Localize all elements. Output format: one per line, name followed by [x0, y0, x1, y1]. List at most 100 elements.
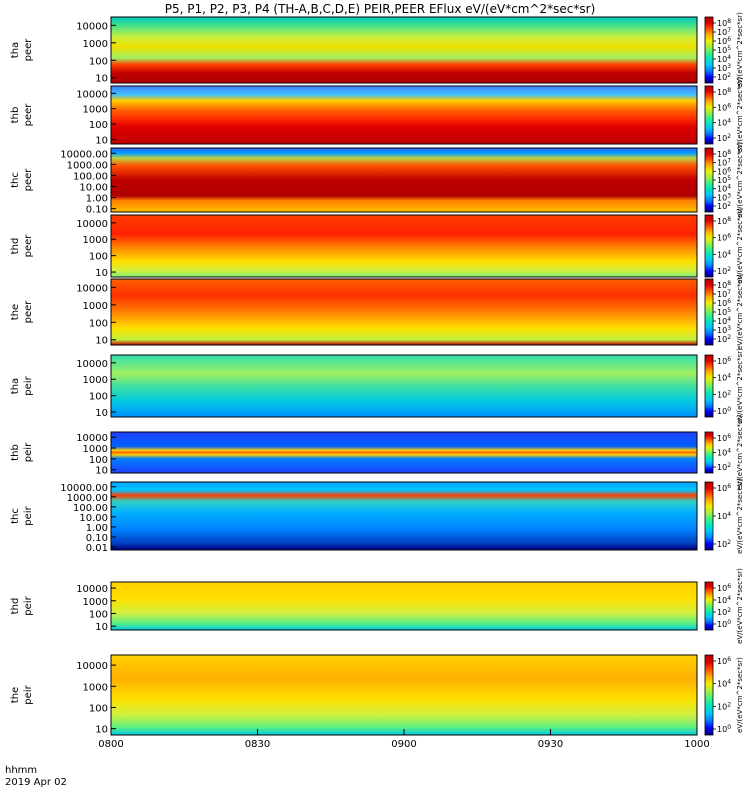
- y-axis-label-tha_peer: tha: [10, 42, 21, 58]
- y-axis-label-thd_peer: peer: [23, 234, 34, 258]
- colorbar-thc_peir: [704, 481, 714, 551]
- y-axis-label-thc_peer: thc: [10, 172, 21, 188]
- colorbar-tick-label-thc_peer: 104: [717, 184, 731, 194]
- y-axis-label-tha_peer: peer: [23, 38, 34, 62]
- colorbar-the_peer: [704, 278, 714, 346]
- y-tick-label-tha_peer: 1000: [83, 39, 108, 50]
- colorbar-tick-label-thc_peer: 103: [717, 192, 731, 202]
- y-tick-label-thd_peer: 10: [95, 268, 108, 279]
- y-tick-label-thb_peir: 1000: [83, 444, 108, 455]
- y-tick-label-thc_peer: 0.10: [86, 205, 108, 216]
- spectrogram-thc_peir: [111, 482, 697, 550]
- colorbar-tick-label-thb_peir: 102: [717, 462, 731, 472]
- y-axis-label-thb_peir: thb: [10, 444, 21, 461]
- colorbar-tick-label-the_peir: 102: [717, 701, 731, 711]
- colorbar-label-thc_peer: eV/(eV*cm^2*sec*sr): [736, 142, 744, 218]
- y-tick-label-thd_peer: 100: [89, 252, 108, 263]
- colorbar-label-the_peer: eV/(eV*cm^2*sec*sr): [736, 274, 744, 350]
- panel-the_peir: 10000 1000 100 10 the peir 106 104 102 100 eV/(eV*…: [10, 654, 744, 736]
- colorbar-tick-label-the_peer: 103: [717, 325, 731, 335]
- y-tick-label-thc_peir: 1000.00: [67, 493, 108, 504]
- colorbar-label-tha_peer: eV/(eV*cm^2*sec*sr): [736, 12, 744, 88]
- colorbar-tick-label-tha_peir: 104: [717, 373, 731, 383]
- colorbar-tick-label-thb_peir: 104: [717, 448, 731, 458]
- colorbar-tick-label-thc_peer: 107: [717, 158, 731, 168]
- colorbar-tick-label-thc_peer: 106: [717, 166, 731, 176]
- y-tick-label-thd_peir: 10000: [76, 584, 108, 595]
- colorbar-label-thb_peer: eV/(eV*cm^2*sec*sr): [736, 77, 744, 153]
- panel-frame-tha_peer: [110, 16, 698, 84]
- y-tick-label-thb_peer: 100: [89, 120, 108, 131]
- panel-frame-thc_peer: [110, 147, 698, 213]
- spectrogram-thb_peer: [111, 86, 697, 144]
- y-tick-label-thd_peir: 1000: [83, 597, 108, 608]
- y-tick-label-the_peer: 10000: [76, 283, 108, 294]
- colorbar-tick-label-thb_peer: 104: [717, 118, 731, 128]
- panel-tha_peir: 10000 1000 100 10 tha peir 106 104 102 100 eV/(eV*…: [10, 348, 744, 424]
- colorbar-tick-label-thc_peir: 104: [717, 511, 731, 521]
- colorbar-thc_peer: [704, 147, 714, 213]
- y-tick-label-thc_peer: 100.00: [73, 171, 108, 182]
- colorbar-tick-label-tha_peer: 107: [717, 27, 731, 37]
- colorbar-thb_peir: [704, 431, 714, 474]
- y-tick-label-thc_peer: 1000.00: [67, 160, 108, 171]
- y-axis-label-thd_peir: peir: [23, 595, 34, 615]
- panel-tha_peer: 10000 1000 100 10 tha peer 1081071061051041031…: [10, 12, 744, 88]
- y-tick-label-thb_peir: 10: [95, 466, 108, 477]
- y-tick-label-the_peer: 1000: [83, 301, 108, 312]
- panel-frame-thb_peer: [110, 85, 698, 145]
- spectrogram-thb_peir: [111, 432, 697, 473]
- colorbar-tick-label-the_peir: 106: [717, 656, 731, 666]
- colorbar-tick-label-tha_peer: 105: [717, 45, 731, 55]
- colorbar-tick-label-thc_peir: 102: [717, 539, 731, 549]
- x-tick-label: 0930: [538, 739, 563, 750]
- y-axis-label-thc_peer: peer: [23, 168, 34, 192]
- colorbar-tick-label-the_peer: 102: [717, 334, 731, 344]
- colorbar-thb_peer: [704, 85, 714, 145]
- x-axis-corner-label-hhmm: hhmm: [5, 765, 37, 776]
- colorbar-tick-label-tha_peer: 106: [717, 36, 731, 46]
- y-tick-label-tha_peer: 100: [89, 56, 108, 67]
- spectrogram-the_peer: [111, 279, 697, 345]
- colorbar-tick-label-thd_peer: 106: [717, 233, 731, 243]
- y-tick-label-tha_peir: 1000: [83, 375, 108, 386]
- colorbar-tick-label-tha_peir: 100: [717, 406, 731, 416]
- x-axis: 0800 0830 0900 0930 1000: [98, 729, 710, 750]
- spectrogram-tha_peer: [111, 17, 697, 83]
- y-tick-label-thb_peer: 1000: [83, 105, 108, 116]
- y-tick-label-thb_peir: 100: [89, 455, 108, 466]
- colorbar-tick-label-tha_peir: 106: [717, 356, 731, 366]
- figure-title: P5, P1, P2, P3, P4 (TH-A,B,C,D,E) PEIR,P…: [165, 2, 596, 16]
- colorbar-tick-label-thb_peer: 106: [717, 102, 731, 112]
- y-axis-label-the_peir: peir: [23, 684, 34, 704]
- colorbar-tick-label-the_peir: 104: [717, 679, 731, 689]
- colorbar-tick-label-the_peer: 106: [717, 298, 731, 308]
- y-tick-label-thd_peir: 10: [95, 622, 108, 633]
- y-tick-label-thc_peir: 0.01: [86, 543, 108, 554]
- panel-the_peer: 10000 1000 100 10 the peer 1081071061051041031…: [10, 274, 744, 350]
- colorbar-tick-label-thd_peer: 102: [717, 266, 731, 276]
- colorbar-tick-label-thd_peir: 106: [717, 583, 731, 593]
- colorbar-tick-label-thb_peer: 108: [717, 87, 731, 97]
- y-tick-label-tha_peer: 10: [95, 74, 108, 85]
- colorbar-label-tha_peir: eV/(eV*cm^2*sec*sr): [736, 348, 744, 424]
- x-tick-label: 0830: [245, 739, 270, 750]
- spectrogram-thc_peer: [111, 148, 697, 212]
- y-tick-label-thc_peer: 1.00: [86, 194, 108, 205]
- y-axis-label-thb_peir: peir: [23, 442, 34, 462]
- y-axis-label-thc_peir: peir: [23, 505, 34, 525]
- x-tick-label: 0800: [98, 739, 123, 750]
- colorbar-tha_peir: [704, 354, 714, 418]
- colorbar-tick-label-thd_peir: 104: [717, 595, 731, 605]
- y-tick-label-thd_peer: 1000: [83, 235, 108, 246]
- y-tick-label-the_peir: 1000: [83, 682, 108, 693]
- colorbar-tha_peer: [704, 16, 714, 84]
- y-axis-label-the_peir: the: [10, 687, 21, 703]
- y-tick-label-the_peir: 10000: [76, 661, 108, 672]
- colorbar-tick-label-tha_peer: 104: [717, 54, 731, 64]
- panel-frame-thd_peer: [110, 214, 698, 278]
- y-axis-label-thd_peir: thd: [10, 598, 21, 615]
